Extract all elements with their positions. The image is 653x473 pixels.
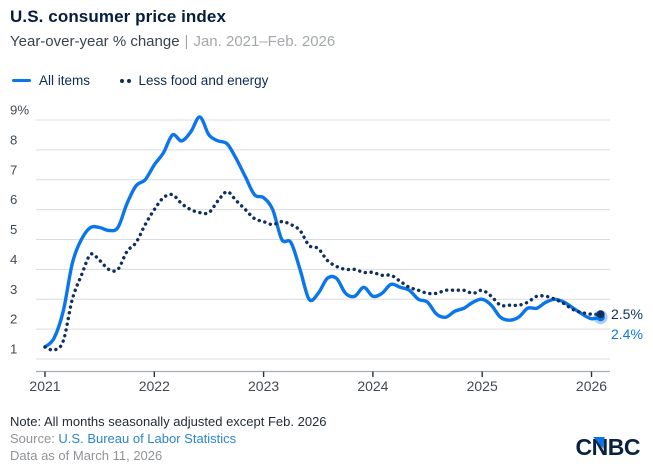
cpi-line-chart: 9% 8 7 6 5 4 3 2 1 2021 2022 2023 2024 2025 2026: [10, 103, 610, 394]
subtitle-date-range: Jan. 2021–Feb. 2026: [193, 33, 336, 50]
cnbc-logo: C NBC: [576, 436, 641, 459]
y-tick-label: 9%: [10, 103, 29, 118]
x-tick-label: 2023: [248, 378, 279, 394]
x-tick-label: 2025: [467, 378, 498, 394]
y-tick-label: 1: [10, 342, 17, 357]
y-tick-label: 2: [10, 312, 17, 327]
legend-label-less-food-energy: Less food and energy: [138, 73, 269, 88]
data-as-of: Data as of March 11, 2026: [10, 448, 163, 463]
y-tick-label: 8: [10, 132, 17, 147]
x-tick-label: 2026: [576, 378, 607, 394]
source-link[interactable]: U.S. Bureau of Labor Statistics: [58, 431, 237, 446]
chart-subtitle: Year-over-year % change | Jan. 2021–Feb. 2…: [10, 33, 335, 50]
logo-letter: C: [575, 434, 593, 460]
logo-letter-n: N: [592, 436, 609, 459]
x-tick-label: 2022: [139, 378, 170, 394]
subtitle-separator: |: [184, 33, 189, 50]
legend-label-all-items: All items: [39, 73, 91, 88]
chart-plot: 9% 8 7 6 5 4 3 2 1 2021 2022 2023 2024 2025 2026: [0, 95, 653, 400]
chart-legend: All items Less food and energy: [12, 72, 268, 89]
y-tick-label: 7: [10, 162, 17, 177]
y-tick-label: 6: [10, 192, 17, 207]
logo-letter: C: [623, 434, 641, 460]
y-tick-label: 3: [10, 282, 17, 297]
legend-item-all-items: All items: [12, 73, 90, 88]
y-tick-label: 5: [10, 222, 17, 237]
end-value-less-food-energy: 2.5%: [611, 306, 643, 322]
all-items-line: [43, 115, 603, 349]
legend-item-less-food-energy: Less food and energy: [120, 73, 268, 88]
logo-letter: B: [607, 434, 625, 460]
less-food-energy-line: [43, 190, 603, 352]
source-prefix: Source:: [10, 431, 59, 446]
source-line: Source: U.S. Bureau of Labor Statistics: [10, 431, 236, 446]
dot-icon: [126, 78, 131, 83]
less-food-energy-line-swatch: [120, 78, 131, 83]
subtitle-measure: Year-over-year % change: [10, 33, 180, 50]
x-tick-label: 2024: [357, 378, 388, 394]
chart-note: Note: All months seasonally adjusted exc…: [10, 414, 327, 429]
cnbc-peacock-triangle-icon: [593, 437, 605, 449]
dot-icon: [120, 78, 125, 83]
all-items-line-swatch: [12, 78, 31, 83]
page-title: U.S. consumer price index: [10, 7, 227, 26]
end-value-all-items: 2.4%: [611, 326, 643, 342]
x-tick-label: 2021: [29, 378, 60, 394]
less-food-energy-end-dot: [596, 310, 605, 319]
y-tick-label: 4: [10, 252, 17, 267]
